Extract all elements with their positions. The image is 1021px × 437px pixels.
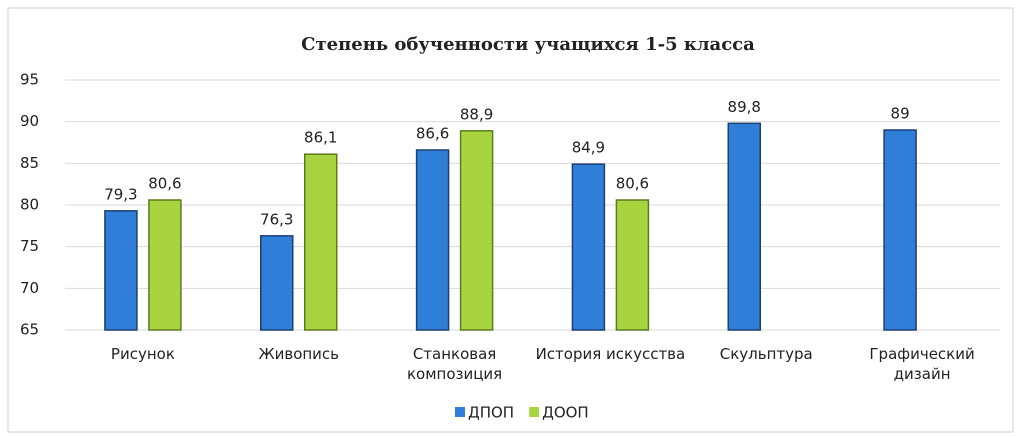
data-label: 84,9 — [572, 139, 605, 157]
bar — [104, 210, 138, 331]
chart-title: Степень обученности учащихся 1-5 класса — [301, 34, 755, 55]
data-label: 80,6 — [616, 175, 649, 193]
y-tick-label: 95 — [20, 71, 39, 89]
bar — [415, 149, 450, 331]
bar — [260, 235, 294, 331]
y-tick-label: 90 — [20, 112, 39, 130]
data-label: 80,6 — [148, 175, 181, 193]
y-tick-label: 65 — [20, 321, 39, 339]
data-label: 86,6 — [416, 125, 449, 143]
x-tick-label: Живопись — [258, 345, 340, 363]
bar — [571, 163, 606, 331]
x-tick-label: История искусства — [535, 345, 686, 363]
x-tick-label: Станковая композиция — [406, 345, 503, 383]
bar — [727, 122, 761, 331]
bar — [304, 153, 338, 331]
y-tick-label: 80 — [20, 196, 39, 214]
bar — [883, 129, 917, 331]
data-label: 76,3 — [260, 210, 293, 228]
legend-swatch — [455, 407, 465, 417]
data-label: 89 — [891, 105, 910, 123]
bar — [148, 199, 182, 331]
legend-label: ДООП — [542, 404, 589, 422]
data-label: 86,1 — [304, 129, 337, 147]
y-tick-label: 85 — [20, 154, 39, 172]
x-tick-label: Рисунок — [110, 345, 175, 363]
bar — [459, 130, 494, 331]
data-label: 88,9 — [460, 105, 493, 123]
data-label: 79,3 — [104, 185, 137, 203]
x-tick-label: Графический дизайн — [869, 345, 975, 383]
x-tick-label: Скульптура — [719, 345, 813, 363]
legend-label: ДПОП — [468, 404, 514, 422]
y-tick-label: 75 — [20, 237, 39, 255]
data-label: 89,8 — [728, 98, 761, 116]
bar — [615, 199, 650, 331]
y-tick-label: 70 — [20, 279, 39, 297]
legend-swatch — [529, 407, 540, 417]
